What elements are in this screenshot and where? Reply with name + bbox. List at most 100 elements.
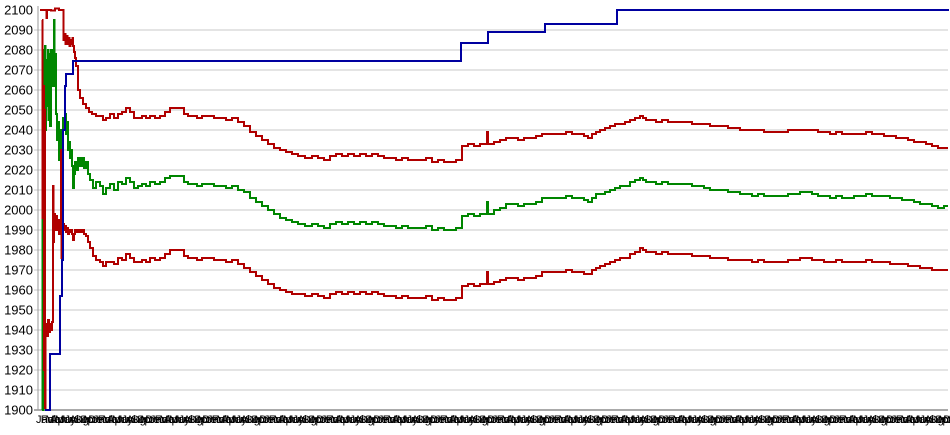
x-tick-label: Nov (255, 414, 275, 426)
x-tick-label: Feb (839, 414, 858, 426)
x-tick-label: Dec (829, 414, 849, 426)
x-tick-label: Dec (316, 414, 336, 426)
x-tick-label: Oct (478, 414, 495, 426)
x-tick-label: Aug (183, 414, 203, 426)
x-tick-label: May (910, 414, 931, 426)
y-tick-label: 1970 (4, 263, 33, 278)
x-tick-label: Oct (763, 414, 780, 426)
x-tick-label: Jun (459, 414, 477, 426)
x-tick-label: Aug (639, 414, 659, 426)
y-tick-label: 1930 (4, 343, 33, 358)
x-tick-label: Aug (696, 414, 716, 426)
y-tick-label: 2000 (4, 203, 33, 218)
series-blue-step (45, 9, 949, 411)
x-tick-label: Dec (658, 414, 678, 426)
x-tick-label: Nov (312, 414, 332, 426)
x-tick-label: Apr (848, 414, 865, 426)
x-tick-label: Mar (46, 414, 65, 426)
x-tick-label: Jan (150, 414, 168, 426)
x-tick-label: May (55, 414, 76, 426)
x-tick-label: Mar (844, 414, 863, 426)
x-tick-label: Nov (141, 414, 161, 426)
x-tick-label: May (853, 414, 874, 426)
x-tick-label: Dec (886, 414, 906, 426)
y-tick-label: 2010 (4, 183, 33, 198)
x-tick-label: Apr (50, 414, 67, 426)
x-tick-label: May (112, 414, 133, 426)
x-tick-label: Jul (122, 414, 136, 426)
x-tick-label: May (397, 414, 418, 426)
x-tick-label: Jan (777, 414, 795, 426)
y-tick-label: 1960 (4, 283, 33, 298)
x-tick-label: Jul (920, 414, 934, 426)
x-tick-label: Aug (297, 414, 317, 426)
x-tick-label: Jul (236, 414, 250, 426)
x-tick-label: Mar (616, 414, 635, 426)
x-tick-label: Oct (250, 414, 267, 426)
x-tick-label: Jul (863, 414, 877, 426)
x-tick-label: Jul (749, 414, 763, 426)
x-tick-label: Aug (126, 414, 146, 426)
x-tick-label: Jan (378, 414, 396, 426)
x-tick-label: Jun (345, 414, 363, 426)
x-tick-label: Jul (521, 414, 535, 426)
x-tick-label: Dec (601, 414, 621, 426)
y-tick-label: 2060 (4, 83, 33, 98)
x-tick-label: Aug (354, 414, 374, 426)
x-tick-label: Mar (787, 414, 806, 426)
x-tick-label: Apr (791, 414, 808, 426)
x-tick-label: Jan (492, 414, 510, 426)
series-red-upper (40, 7, 948, 163)
x-tick-label: Dec (430, 414, 450, 426)
x-tick-label: Apr (107, 414, 124, 426)
x-tick-label: Mar (502, 414, 521, 426)
x-tick-label: Jan (891, 414, 909, 426)
x-tick-label: May (796, 414, 817, 426)
x-tick-label: Jul (350, 414, 364, 426)
x-tick-label: Dec (373, 414, 393, 426)
x-tick-label: Apr (563, 414, 580, 426)
x-tick-label: Jan (720, 414, 738, 426)
x-tick-label: Jun (858, 414, 876, 426)
x-tick-label: Nov (825, 414, 845, 426)
x-tick-label: Feb (269, 414, 288, 426)
series-red-lower (41, 19, 948, 409)
x-tick-label: Jul (806, 414, 820, 426)
x-tick-label: Sep (929, 414, 949, 426)
x-tick-label: Jun (744, 414, 762, 426)
x-tick-label: Oct (364, 414, 381, 426)
y-tick-label: 1980 (4, 243, 33, 258)
x-tick-label: Jun (516, 414, 534, 426)
x-tick-label: Aug (810, 414, 830, 426)
y-tick-label: 2050 (4, 103, 33, 118)
x-tick-label: Aug (924, 414, 944, 426)
x-tick-label: Oct (706, 414, 723, 426)
x-tick-label: Jun (573, 414, 591, 426)
x-tick-label: Jun (801, 414, 819, 426)
x-tick-label: Sep (587, 414, 607, 426)
x-tick-label: Sep (416, 414, 436, 426)
x-tick-label: Nov (939, 414, 950, 426)
x-tick-label: Nov (711, 414, 731, 426)
y-tick-label: 2100 (4, 3, 33, 18)
x-tick-label: Nov (540, 414, 560, 426)
gridlines (34, 6, 948, 411)
x-tick-label: Jan (663, 414, 681, 426)
x-tick-label: Jul (578, 414, 592, 426)
y-tick-label: 2030 (4, 143, 33, 158)
x-tick-label: Feb (41, 414, 60, 426)
x-tick-label: Apr (335, 414, 352, 426)
x-tick-label: Aug (411, 414, 431, 426)
x-tick-label: Apr (392, 414, 409, 426)
x-tick-label: Jan (321, 414, 339, 426)
x-tick-label: Oct (592, 414, 609, 426)
x-tick-label: Nov (597, 414, 617, 426)
x-tick-label: Sep (644, 414, 664, 426)
x-tick-label: Dec (487, 414, 507, 426)
x-tick-label: Oct (421, 414, 438, 426)
x-tick-label: Dec (202, 414, 222, 426)
x-tick-label: Feb (98, 414, 117, 426)
x-tick-label: Jul (464, 414, 478, 426)
